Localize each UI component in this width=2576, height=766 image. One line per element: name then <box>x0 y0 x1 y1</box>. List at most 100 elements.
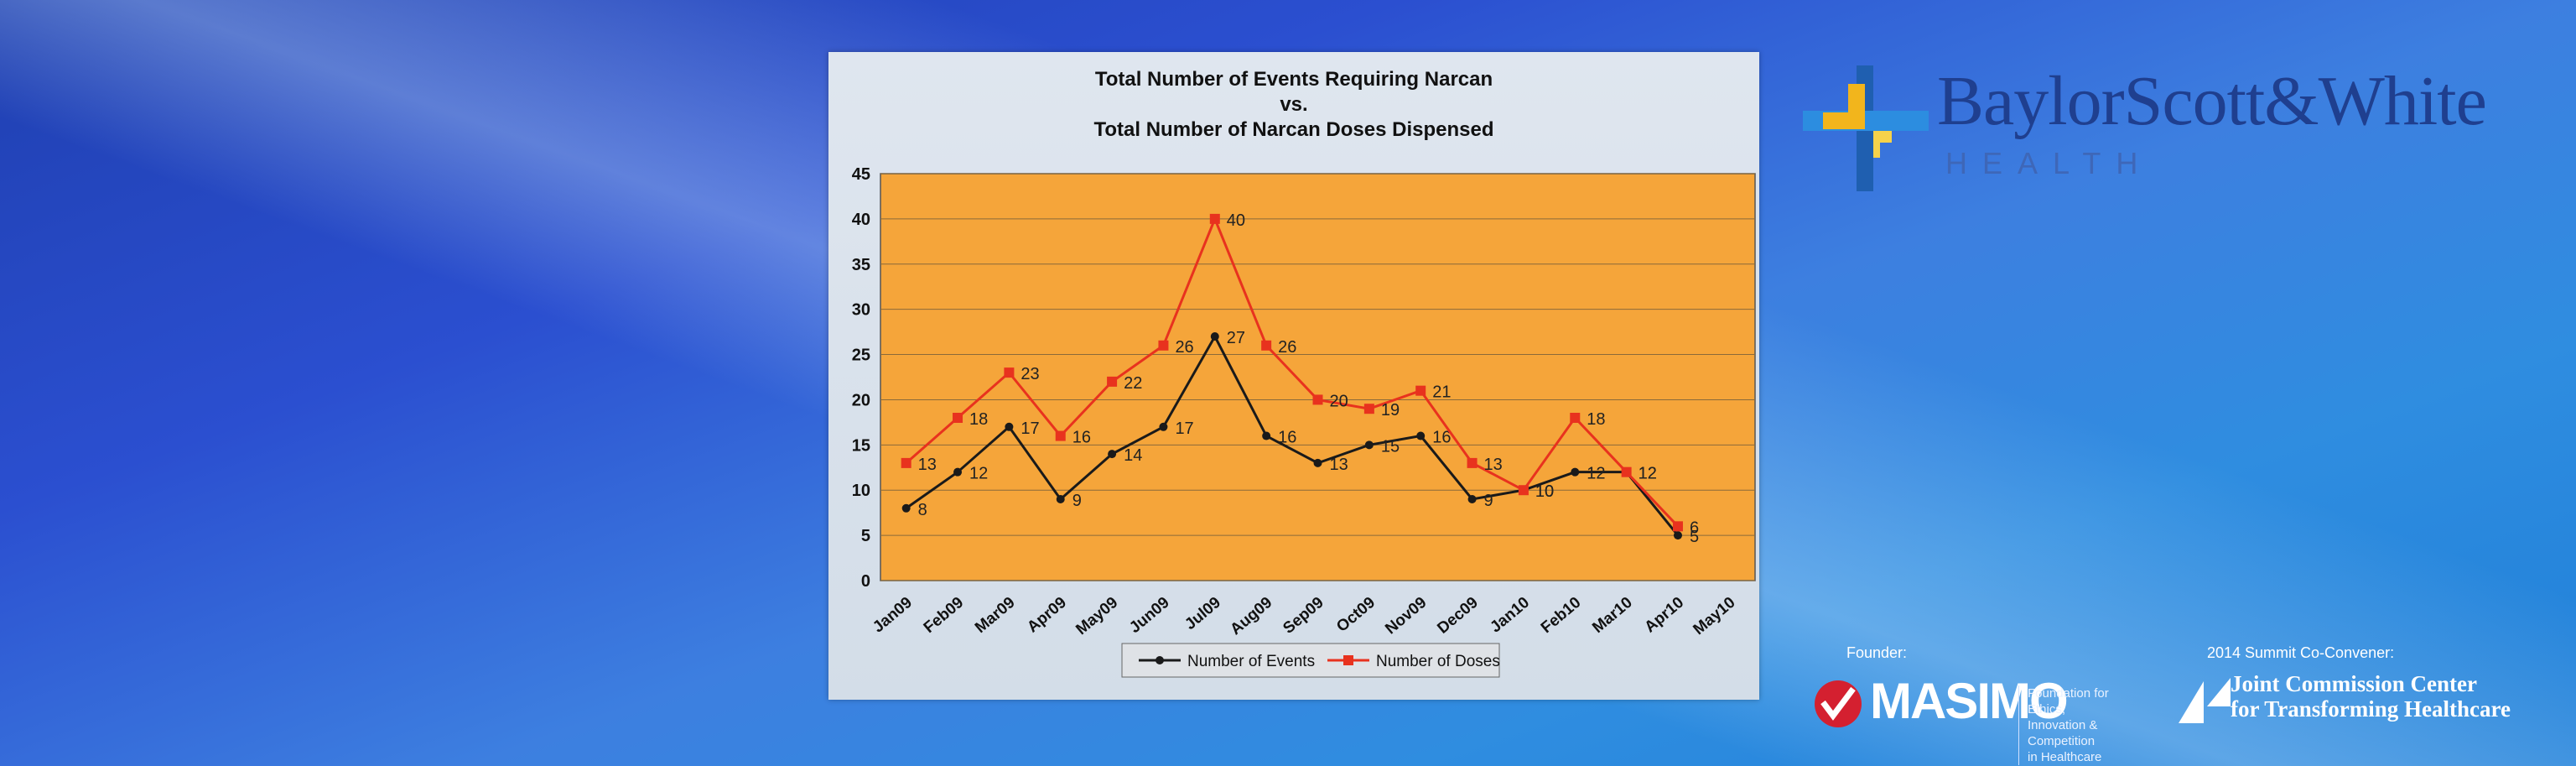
masimo-tag-line-1: Foundation for Ethics, <box>2028 686 2109 716</box>
legend-label: Number of Doses <box>1376 653 1500 670</box>
data-label: 40 <box>1227 211 1245 230</box>
data-label: 10 <box>1535 482 1554 501</box>
data-point <box>1209 213 1220 224</box>
y-tick-label: 10 <box>852 482 870 500</box>
data-label: 12 <box>1587 465 1605 483</box>
x-tick-label: Feb10 <box>1538 594 1585 637</box>
data-point <box>901 457 911 468</box>
jc-line-1: Joint Commission Center <box>2231 671 2477 696</box>
data-label: 22 <box>1124 374 1142 393</box>
x-tick-label: Jun09 <box>1126 594 1173 637</box>
data-point <box>1570 413 1581 423</box>
x-tick-label: Nov09 <box>1382 594 1430 638</box>
masimo-word: MASIMO <box>1870 673 2069 729</box>
data-label: 12 <box>969 465 988 483</box>
chart-title-line-1: Total Number of Events Requiring Narcan <box>1094 68 1493 91</box>
masimo-logo: MASIMO Foundation for Ethics, Innovation… <box>1811 667 2130 765</box>
data-label: 6 <box>1690 518 1699 537</box>
data-point <box>1159 422 1168 431</box>
data-point <box>1467 495 1477 503</box>
masimo-icon <box>1815 680 1862 727</box>
data-label: 12 <box>1639 465 1657 483</box>
data-label: 15 <box>1381 437 1400 456</box>
data-label: 14 <box>1124 446 1142 465</box>
x-tick-label: Feb09 <box>921 594 968 637</box>
data-point <box>1312 394 1323 405</box>
legend-label: Number of Events <box>1187 653 1315 670</box>
data-point <box>953 413 963 423</box>
data-point <box>1518 485 1529 496</box>
joint-commission-icon <box>2179 678 2231 723</box>
data-point <box>1571 467 1580 477</box>
y-tick-label: 45 <box>852 165 870 184</box>
founder-label: Founder: <box>1846 644 1908 661</box>
x-tick-label: May10 <box>1690 594 1739 638</box>
y-tick-label: 20 <box>852 391 870 409</box>
y-tick-label: 30 <box>852 301 870 320</box>
data-point <box>1261 340 1272 351</box>
masimo-tagline: Foundation for Ethics, Innovation & Comp… <box>2018 685 2130 765</box>
data-label: 17 <box>1021 419 1039 438</box>
data-point <box>901 503 911 513</box>
data-label: 21 <box>1432 383 1451 402</box>
joint-commission-logo: Joint Commission Center for Transforming… <box>2179 671 2531 747</box>
data-label: 26 <box>1278 338 1296 357</box>
data-label: 27 <box>1227 329 1245 347</box>
data-point <box>1673 531 1682 540</box>
chart-title: Total Number of Events Requiring Narcan … <box>828 67 1759 143</box>
y-tick-label: 15 <box>852 436 870 455</box>
data-point <box>1621 466 1632 477</box>
data-point <box>1108 450 1117 459</box>
joint-commission-text: Joint Commission Center for Transforming… <box>2231 671 2511 722</box>
bsw-cross-icon <box>1803 65 1929 191</box>
data-point <box>1004 367 1015 378</box>
data-point <box>1107 376 1118 387</box>
data-point <box>1210 332 1219 341</box>
data-label: 13 <box>1484 456 1503 474</box>
data-label: 8 <box>918 501 927 519</box>
data-label: 18 <box>969 410 988 429</box>
data-label: 9 <box>1072 492 1082 510</box>
jc-line-2: for Transforming Healthcare <box>2231 696 2511 722</box>
data-label: 16 <box>1432 429 1451 447</box>
data-label: 5 <box>1690 528 1699 546</box>
data-label: 20 <box>1330 392 1348 410</box>
data-point <box>1364 440 1374 450</box>
x-tick-label: Apr10 <box>1641 594 1687 637</box>
y-tick-label: 35 <box>852 256 870 274</box>
data-point <box>1055 430 1066 441</box>
series-line <box>905 215 1680 528</box>
data-point <box>1158 340 1169 351</box>
data-label: 26 <box>1175 338 1193 357</box>
x-tick-label: Mar10 <box>1589 594 1636 637</box>
data-label: 13 <box>1330 456 1348 474</box>
data-label: 17 <box>1175 419 1193 438</box>
x-tick-label: Jan10 <box>1487 594 1533 637</box>
x-tick-label: Dec09 <box>1434 594 1481 638</box>
data-label: 19 <box>1381 401 1400 419</box>
masimo-tag-line-3: in Healthcare <box>2028 750 2102 764</box>
data-label: 18 <box>1587 410 1605 429</box>
x-tick-label: Aug09 <box>1227 594 1275 638</box>
bsw-health: HEALTH <box>1945 146 2153 180</box>
y-tick-label: 5 <box>861 527 870 545</box>
data-point <box>1363 404 1374 414</box>
plot-area <box>880 173 1756 581</box>
y-tick-label: 0 <box>861 572 870 591</box>
data-label: 16 <box>1278 429 1296 447</box>
y-tick-label: 40 <box>852 211 870 229</box>
bsw-name: BaylorScott&White <box>1937 62 2487 140</box>
x-tick-label: Mar09 <box>972 594 1019 637</box>
masimo-tag-line-2: Innovation & Competition <box>2028 718 2098 748</box>
data-point <box>1415 385 1426 396</box>
data-point <box>1262 431 1271 440</box>
chart-photo: Total Number of Events Requiring Narcan … <box>828 52 1759 700</box>
data-label: 23 <box>1021 365 1039 383</box>
x-tick-label: Jul09 <box>1182 594 1224 633</box>
chart-title-line-2: vs. <box>1280 93 1308 116</box>
y-tick-label: 25 <box>852 347 870 365</box>
x-tick-label: May09 <box>1072 594 1121 638</box>
data-label: 10 <box>1535 482 1554 501</box>
legend-marker <box>1343 655 1353 665</box>
